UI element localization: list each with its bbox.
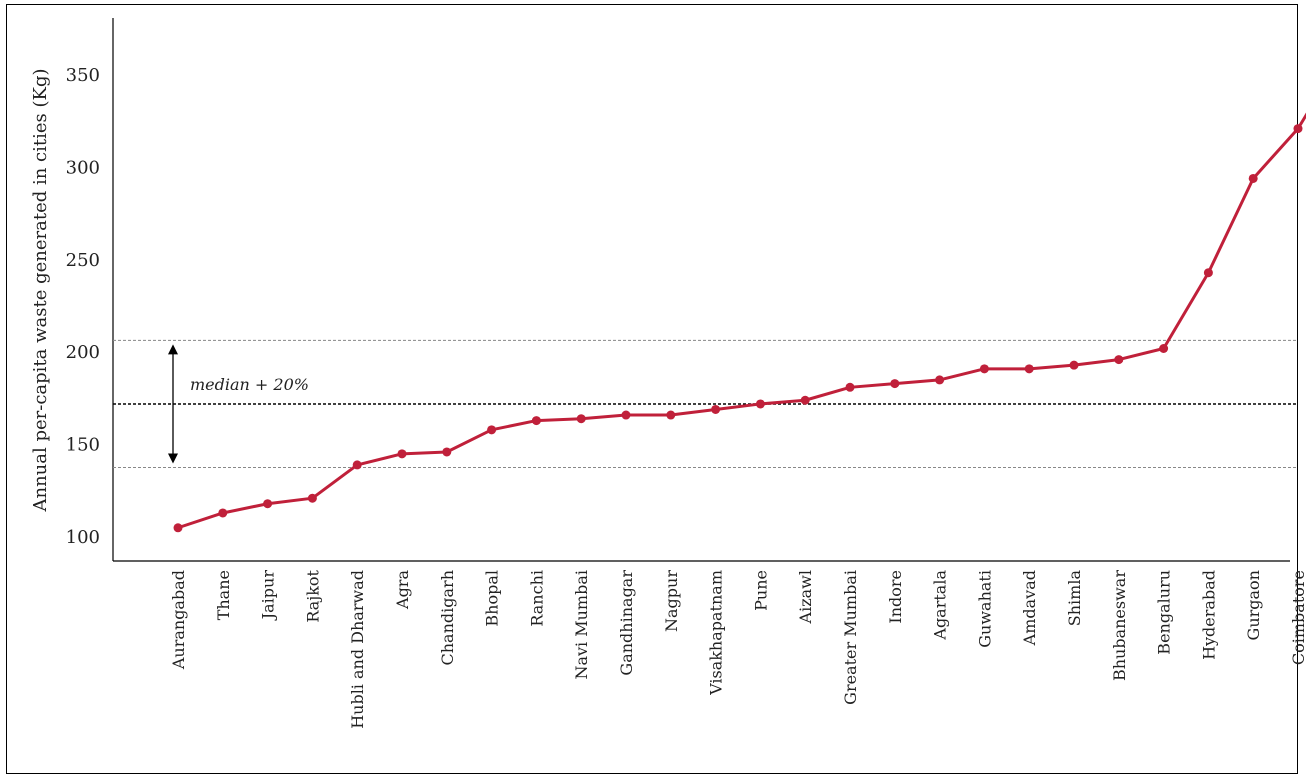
x-category-label: Guwahati — [975, 570, 994, 648]
annotation-arrow-up — [168, 344, 178, 355]
data-point — [487, 425, 497, 435]
data-point — [755, 399, 765, 409]
data-point — [218, 508, 228, 518]
data-point — [1024, 364, 1034, 374]
data-point — [397, 449, 407, 459]
data-point — [1248, 173, 1258, 183]
x-category-label: Visakhapatnam — [707, 570, 726, 696]
series-line-path — [177, 112, 1306, 530]
data-point — [173, 523, 183, 533]
data-point — [352, 460, 362, 470]
x-category-label: Bhopal — [483, 570, 502, 627]
data-point — [1114, 355, 1124, 365]
x-category-label: Indore — [886, 570, 905, 624]
x-category-label: Amdavad — [1020, 570, 1039, 646]
y-tick-label: 250 — [66, 250, 100, 271]
data-point — [531, 416, 541, 426]
y-axis-title: Annual per-capita waste generated in cit… — [30, 68, 51, 512]
y-tick-label: 150 — [66, 435, 100, 456]
data-point — [263, 499, 273, 509]
data-point — [442, 447, 452, 457]
data-point — [935, 375, 945, 385]
y-tick-label: 100 — [66, 527, 100, 548]
data-point — [307, 493, 317, 503]
data-point — [979, 364, 989, 374]
x-category-label: Bengaluru — [1155, 570, 1174, 655]
axes — [112, 18, 1290, 562]
x-category-label: Bhubaneswar — [1110, 570, 1129, 681]
x-category-label: Agartala — [931, 570, 950, 641]
annotation-arrow-down — [168, 453, 178, 464]
data-point — [711, 404, 721, 414]
data-point — [890, 379, 900, 389]
x-category-label: Agra — [393, 570, 412, 610]
data-point — [1159, 344, 1169, 354]
x-category-label: Aizawl — [796, 570, 815, 624]
x-category-label: Hubli and Dharwad — [348, 570, 367, 729]
reference-lines — [113, 339, 1296, 469]
x-category-label: Rajkot — [303, 569, 322, 622]
x-category-label: Nagpur — [662, 570, 681, 632]
data-point — [800, 395, 810, 405]
y-tick-labels: 100 150 200 250 300 350 — [66, 65, 100, 548]
x-category-label: Coimbatore — [1289, 570, 1306, 665]
y-tick-label: 350 — [66, 65, 100, 86]
median-annotation: median + 20% — [168, 344, 309, 464]
median-annotation-label: median + 20% — [190, 375, 309, 394]
data-point — [621, 410, 631, 420]
x-category-label: Aurangabad — [169, 570, 188, 670]
data-point — [576, 414, 586, 424]
x-category-label: Thane — [214, 570, 233, 620]
series-line — [173, 112, 1306, 533]
data-point — [845, 382, 855, 392]
data-point — [1293, 124, 1303, 134]
chart-frame — [6, 4, 1298, 774]
data-point — [1203, 268, 1213, 278]
x-category-label: Chandigarh — [438, 570, 457, 665]
x-category-label: Gandhinagar — [617, 570, 636, 676]
y-tick-label: 300 — [66, 157, 100, 178]
x-category-label: Shimla — [1065, 570, 1084, 627]
data-point — [666, 410, 676, 420]
x-category-label: Navi Mumbai — [572, 570, 591, 680]
x-category-label: Gurgaon — [1244, 570, 1263, 640]
x-category-label: Greater Mumbai — [841, 570, 860, 705]
x-category-label: Hyderabad — [1199, 570, 1218, 660]
y-tick-label: 200 — [66, 342, 100, 363]
x-category-label: Ranchi — [527, 570, 546, 627]
x-category-label: Jaipur — [259, 570, 278, 622]
data-point — [1069, 360, 1079, 370]
x-category-labels: Aurangabad Thane Jaipur Rajkot Hubli and Dha… — [169, 569, 1306, 728]
x-category-label: Pune — [751, 570, 770, 611]
